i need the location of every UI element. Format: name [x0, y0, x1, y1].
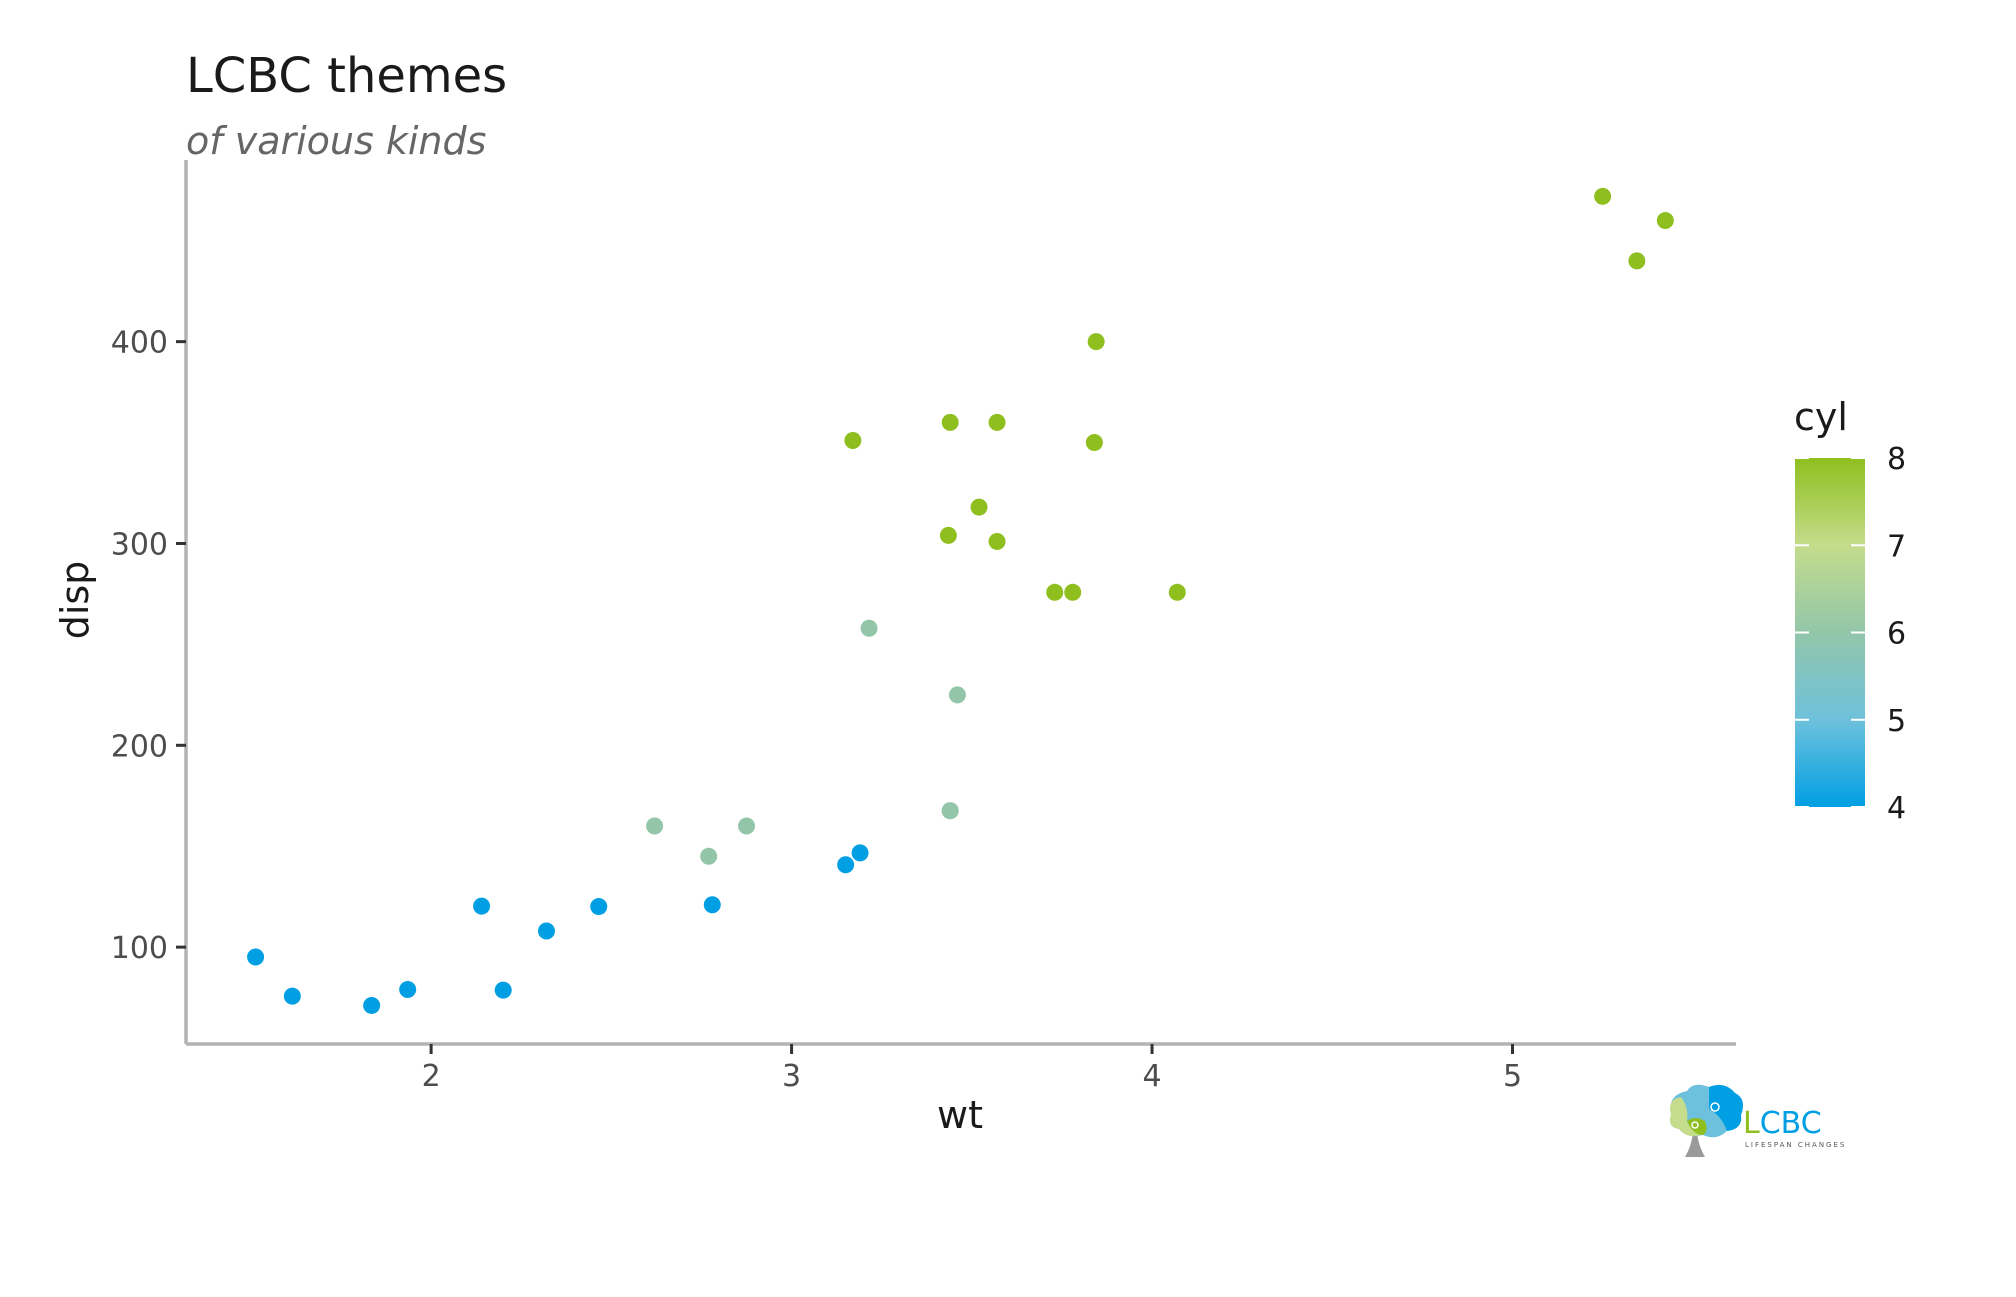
plot-axes: 2 3 4 5 100 200 300 400: [111, 160, 1736, 1094]
data-point: [948, 686, 966, 704]
data-point: [363, 996, 381, 1014]
data-point: [399, 981, 417, 999]
y-tick-label: 400: [111, 326, 168, 361]
legend-tick-label: 5: [1887, 704, 1906, 739]
scatter-points: [247, 187, 1674, 1014]
y-tick-label: 100: [111, 931, 168, 966]
lcbc-logo: LCBC LIFESPAN CHANGES: [1670, 1084, 1846, 1157]
data-point: [473, 897, 491, 915]
data-point: [537, 922, 555, 940]
logo-letter-l: L: [1743, 1106, 1760, 1141]
y-axis-title: disp: [53, 561, 97, 640]
legend-ticks: 4 5 6 7 8: [1795, 442, 1906, 826]
x-tick-label: 3: [782, 1059, 801, 1094]
legend-tick-label: 8: [1887, 442, 1906, 477]
data-point: [646, 817, 664, 835]
data-point: [988, 413, 1006, 431]
y-tick-label: 200: [111, 729, 168, 764]
color-legend: cyl 4 5 6 7 8: [1794, 395, 1906, 826]
data-point: [1656, 212, 1674, 230]
data-point: [941, 413, 959, 431]
data-point: [844, 432, 862, 450]
x-tick-label: 2: [422, 1059, 441, 1094]
legend-tick-label: 6: [1887, 617, 1906, 652]
logo-tagline: LIFESPAN CHANGES: [1745, 1141, 1846, 1149]
data-point: [590, 898, 608, 916]
data-point: [837, 856, 855, 874]
legend-tick-label: 7: [1887, 529, 1906, 564]
x-tick-label: 4: [1142, 1059, 1161, 1094]
data-point: [988, 532, 1006, 550]
y-tick-label: 300: [111, 527, 168, 562]
data-point: [738, 817, 756, 835]
x-axis-title: wt: [937, 1093, 983, 1137]
chart-title: LCBC themes: [186, 48, 507, 104]
data-point: [1168, 583, 1186, 601]
data-point: [970, 498, 988, 516]
data-point: [1064, 583, 1082, 601]
brain-tree-icon: [1670, 1084, 1743, 1157]
data-point: [283, 987, 301, 1005]
legend-tick-label: 4: [1887, 791, 1906, 826]
data-point: [1085, 434, 1103, 452]
legend-title: cyl: [1794, 395, 1848, 439]
chart-subtitle: of various kinds: [186, 119, 486, 163]
data-point: [700, 847, 718, 865]
data-point: [703, 896, 721, 914]
data-point: [939, 526, 957, 544]
data-point: [941, 802, 959, 820]
logo-letters-cbc: CBC: [1760, 1106, 1822, 1141]
data-point: [1046, 583, 1064, 601]
x-tick-label: 5: [1503, 1059, 1522, 1094]
data-point: [860, 619, 878, 637]
logo-text: LCBC: [1743, 1106, 1822, 1141]
data-point: [494, 981, 512, 999]
data-point: [851, 844, 869, 862]
data-point: [1628, 252, 1646, 270]
data-point: [247, 948, 265, 966]
data-point: [1594, 187, 1612, 205]
data-point: [1087, 333, 1105, 351]
